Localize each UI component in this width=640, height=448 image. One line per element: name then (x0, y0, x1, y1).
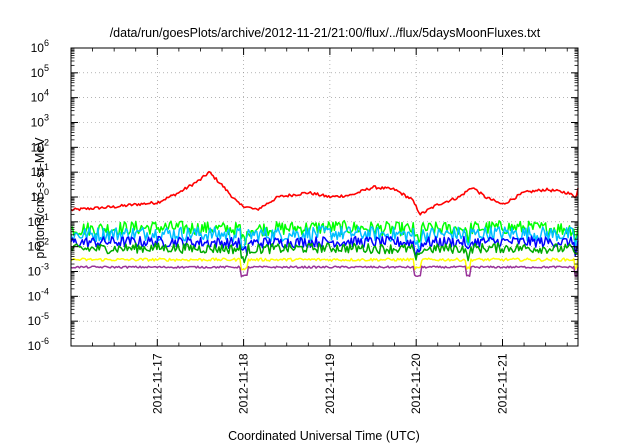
series-line (70, 265, 579, 278)
y-tick-label: 105 (31, 63, 49, 80)
y-axis-label: protons/cm2-s-sr-MeV (32, 137, 47, 259)
plot-frame (70, 47, 579, 347)
x-tick-label: 2012-11-18 (237, 353, 251, 414)
y-tick-label: 10-6 (28, 336, 49, 353)
series-line (70, 235, 579, 257)
y-tick-label: 10-1 (28, 212, 49, 229)
y-tick-label: 103 (31, 113, 49, 130)
x-tick-label: 2012-11-20 (409, 353, 423, 414)
x-tick-label: 2012-11-17 (150, 353, 164, 414)
y-tick-label: 106 (31, 38, 49, 55)
x-tick-label: 2012-11-21 (495, 353, 509, 414)
series-line (70, 170, 579, 216)
x-axis-label: Coordinated Universal Time (UTC) (228, 429, 420, 443)
y-tick-label: 101 (31, 162, 49, 179)
series-line (70, 257, 579, 271)
y-tick-label: 10-3 (28, 262, 49, 279)
series-line (70, 242, 579, 264)
y-tick-label: 10-5 (28, 311, 49, 328)
y-tick-label: 10-2 (28, 237, 49, 254)
y-tick-label: 104 (31, 88, 49, 105)
y-tick-label: 10-4 (28, 286, 49, 303)
x-tick-label: 2012-11-19 (323, 353, 337, 414)
chart-title: /data/run/goesPlots/archive/2012-11-21/2… (110, 26, 541, 40)
y-tick-label: 102 (31, 137, 49, 154)
y-tick-label: 100 (31, 187, 49, 204)
axes-layer: 10-6 10-5 10-4 10-3 10-2 10-1 100 101 102 103 104 1… (28, 38, 579, 414)
series-layer (70, 170, 579, 278)
